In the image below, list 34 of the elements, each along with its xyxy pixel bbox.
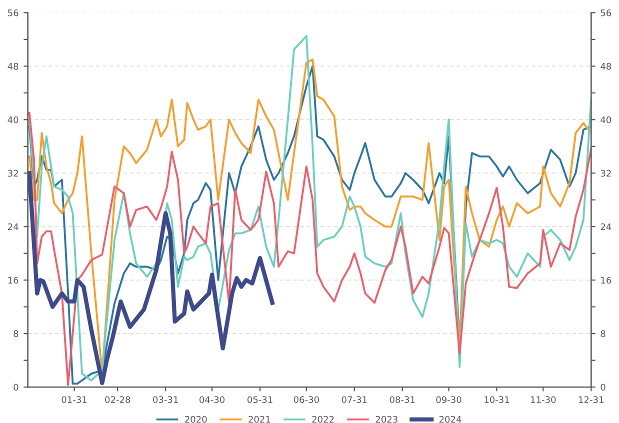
y-tick-label: 16 <box>8 276 18 284</box>
y2-tick-label: 24 <box>600 223 612 230</box>
y2-tick-label: 56 <box>600 9 612 16</box>
y-tick-label: 48 <box>8 62 18 70</box>
y-tick-label: 40 <box>8 116 18 124</box>
x-tick-label: 12-31 <box>579 396 604 404</box>
y-tick-label: 0 <box>14 384 18 391</box>
x-tick-label: 04-30 <box>199 396 225 404</box>
x-tick-label: 06-30 <box>294 396 319 404</box>
x-tick-label: 03-31 <box>153 396 178 404</box>
x-tick-label: 11-30 <box>531 396 556 404</box>
y2-tick-label: 0 <box>600 384 606 391</box>
legend-label: 2022 <box>312 416 334 423</box>
y2-tick-label: 16 <box>601 276 612 284</box>
y-tick-label: 8 <box>14 330 18 338</box>
legend-label: 2023 <box>376 416 398 423</box>
x-tick-label: 08-31 <box>390 396 415 404</box>
y-tick-label: 24 <box>8 223 18 230</box>
y2-tick-label: 48 <box>600 62 612 70</box>
x-tick-label: 10-31 <box>484 396 510 404</box>
x-tick-label: 09-30 <box>436 396 462 404</box>
legend-label: 2024 <box>439 416 462 423</box>
y2-tick-label: 32 <box>600 170 611 177</box>
x-tick-label: 02-28 <box>105 396 130 404</box>
line-series <box>28 171 274 386</box>
legend-label: 2021 <box>248 416 270 423</box>
y-tick-label: 32 <box>8 170 18 177</box>
x-tick-label: 01-31 <box>62 396 87 404</box>
x-tick-label: 07-31 <box>342 396 367 404</box>
legend-label: 2020 <box>185 416 207 423</box>
x-tick-label: 05-31 <box>247 396 272 404</box>
y2-tick-label: 40 <box>600 116 612 124</box>
y-tick-label: 56 <box>8 9 18 16</box>
y2-tick-label: 8 <box>600 330 606 338</box>
